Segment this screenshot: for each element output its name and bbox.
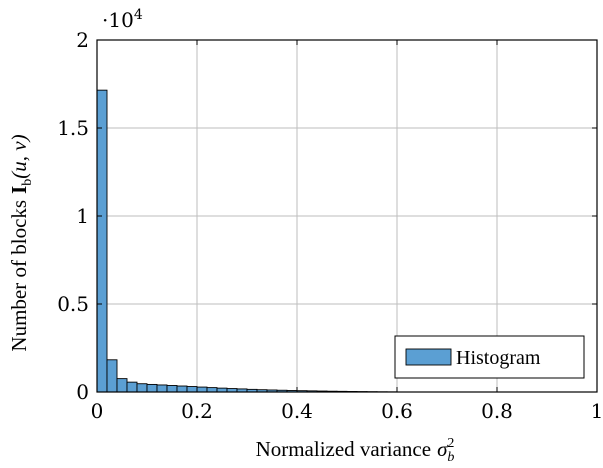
y-tick-label: 0.5 (57, 292, 89, 316)
histogram-bar (106, 359, 118, 393)
histogram-bars (96, 89, 398, 393)
axis-ticks: 0 0.2 0.4 0.6 0.8 1 0 0.5 1 1.5 2 (57, 28, 603, 423)
histogram-bar (206, 387, 218, 393)
y-tick-label: 1 (76, 204, 89, 228)
x-tick-label: 0.2 (181, 399, 213, 423)
y-axis-label: Number of blocksIb(u, v) (7, 134, 35, 351)
x-tick-label: 0 (91, 399, 104, 423)
x-tick-label: 0.8 (481, 399, 513, 423)
histogram-bar (146, 383, 158, 393)
histogram-bar (136, 383, 148, 393)
x-tick-label: 1 (591, 399, 603, 423)
histogram-bar (126, 381, 138, 393)
y-tick-label: 0 (76, 380, 89, 404)
histogram-bar (166, 385, 178, 393)
grid (97, 40, 597, 392)
x-tick-label: 0.6 (381, 399, 413, 423)
y-multiplier: ·104 (102, 7, 143, 32)
legend-label: Histogram (456, 347, 541, 369)
histogram-bar (176, 385, 188, 393)
histogram-bar (196, 386, 208, 393)
histogram-bar (156, 384, 168, 393)
y-tick-label: 1.5 (57, 116, 89, 140)
histogram-bar (186, 386, 198, 393)
histogram-bar (116, 378, 128, 393)
x-axis-label: Normalized variance σ2 b (256, 436, 455, 465)
x-tick-label: 0.4 (281, 399, 313, 423)
legend: Histogram (394, 335, 585, 379)
y-tick-label: 2 (76, 28, 89, 52)
legend-swatch (405, 348, 452, 366)
histogram-bar (96, 89, 108, 393)
